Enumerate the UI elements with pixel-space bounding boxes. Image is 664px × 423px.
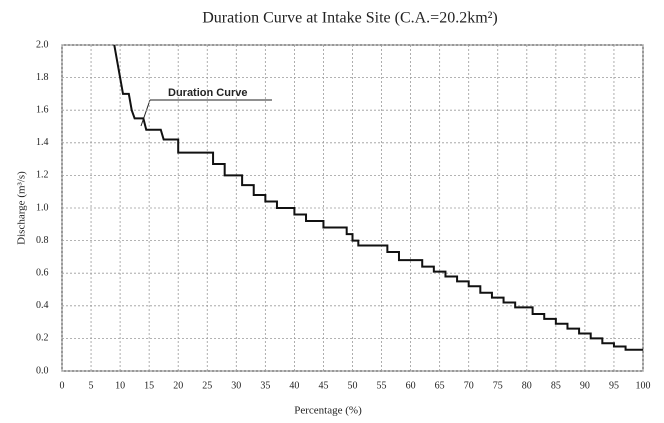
x-tick-label: 95	[609, 380, 619, 391]
annotation-leader	[140, 99, 151, 127]
x-tick-label: 45	[318, 380, 328, 391]
y-tick-label: 1.4	[36, 137, 49, 148]
x-tick-label: 35	[260, 380, 270, 391]
y-tick-label: 1.8	[36, 72, 49, 83]
y-tick-label: 1.2	[36, 170, 49, 181]
annotation: Duration Curve	[168, 87, 247, 99]
y-tick-label: 2.0	[36, 39, 49, 50]
x-tick-label: 25	[202, 380, 212, 391]
x-tick-label: 85	[551, 380, 561, 391]
x-tick-label: 80	[522, 380, 532, 391]
data-line	[113, 44, 643, 351]
x-tick-label: 50	[348, 380, 358, 391]
chart-title: Duration Curve at Intake Site (C.A.=20.2…	[202, 10, 498, 27]
x-tick-label: 65	[435, 380, 445, 391]
y-tick-label: 0.0	[36, 365, 49, 376]
x-tick-label: 15	[144, 380, 154, 391]
x-tick-label: 10	[115, 380, 125, 391]
y-tick-label: 0.4	[36, 300, 49, 311]
x-tick-label: 40	[289, 380, 299, 391]
x-axis-label: Percentage (%)	[294, 405, 362, 417]
x-tick-label: 20	[173, 380, 183, 391]
y-tick-label: 1.6	[36, 104, 49, 115]
y-tick-label: 0.2	[36, 333, 49, 344]
x-tick-label: 0	[60, 380, 65, 391]
y-tick-label: 1.0	[36, 202, 49, 213]
x-tick-label: 75	[493, 380, 503, 391]
x-tick-label: 30	[231, 380, 241, 391]
x-tick-label: 100	[636, 380, 651, 391]
x-tick-label: 70	[464, 380, 474, 391]
x-tick-label: 55	[377, 380, 387, 391]
y-axis-label: Discharge (m³/s)	[16, 171, 28, 245]
y-tick-label: 0.6	[36, 267, 49, 278]
y-tick-label: 0.8	[36, 235, 49, 246]
x-tick-label: 60	[406, 380, 416, 391]
x-tick-label: 90	[580, 380, 590, 391]
x-tick-label: 5	[89, 380, 94, 391]
